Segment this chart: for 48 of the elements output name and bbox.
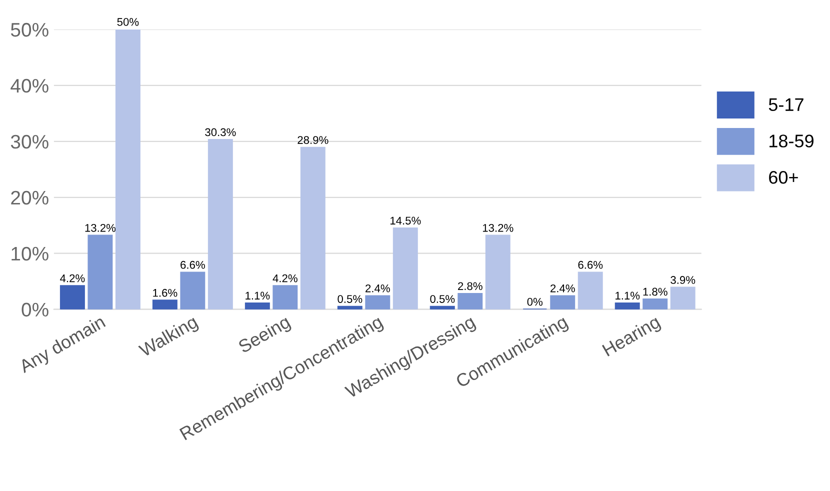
bar: [642, 298, 668, 310]
data-label: 0%: [527, 298, 543, 306]
legend-label: 60+: [769, 171, 798, 184]
legend-label: 18-59: [770, 134, 814, 148]
bar: [180, 272, 206, 310]
bar: [485, 234, 510, 310]
data-label: 28.9%: [298, 136, 328, 144]
bar: [152, 300, 178, 310]
data-label: 0.5%: [430, 295, 455, 303]
data-label: 6.6%: [578, 260, 603, 269]
bar: [365, 295, 390, 310]
bar: [300, 146, 326, 310]
bar: [670, 286, 696, 310]
data-label: 0.5%: [338, 295, 362, 303]
data-label: 1.1%: [246, 292, 270, 300]
y-tick-label: 20%: [11, 190, 48, 205]
data-label: 14.5%: [390, 216, 421, 225]
data-label: 2.4%: [550, 284, 575, 292]
data-label: 1.6%: [153, 288, 178, 297]
data-label: 30.3%: [205, 128, 236, 136]
bar: [88, 234, 113, 310]
bar: [578, 272, 603, 310]
y-tick-label: 0%: [22, 302, 48, 317]
bar: [244, 302, 270, 310]
data-label: 4.2%: [60, 274, 85, 282]
data-label: 3.9%: [670, 276, 696, 284]
data-label: 1.8%: [643, 288, 668, 296]
legend-label: 5-17: [768, 98, 804, 112]
y-tick-label: 30%: [10, 134, 48, 149]
y-tick-label: 10%: [12, 246, 48, 261]
bar: [392, 227, 418, 310]
bar: [614, 302, 640, 310]
bar: [115, 29, 140, 310]
bar: [550, 295, 576, 310]
data-label: 13.2%: [85, 224, 116, 232]
bar: [272, 285, 298, 310]
data-label: 2.8%: [458, 282, 482, 290]
data-label: 13.2%: [482, 224, 514, 232]
data-label: 4.2%: [272, 274, 298, 282]
data-label: 1.1%: [616, 292, 640, 300]
y-tick-label: 50%: [10, 22, 48, 37]
bar: [458, 292, 483, 310]
bar: [60, 285, 85, 310]
y-tick-label: 40%: [10, 78, 48, 93]
data-label: 50%: [117, 18, 139, 26]
bar: [208, 139, 233, 310]
data-label: 2.4%: [366, 284, 390, 292]
data-label: 6.6%: [180, 260, 205, 269]
